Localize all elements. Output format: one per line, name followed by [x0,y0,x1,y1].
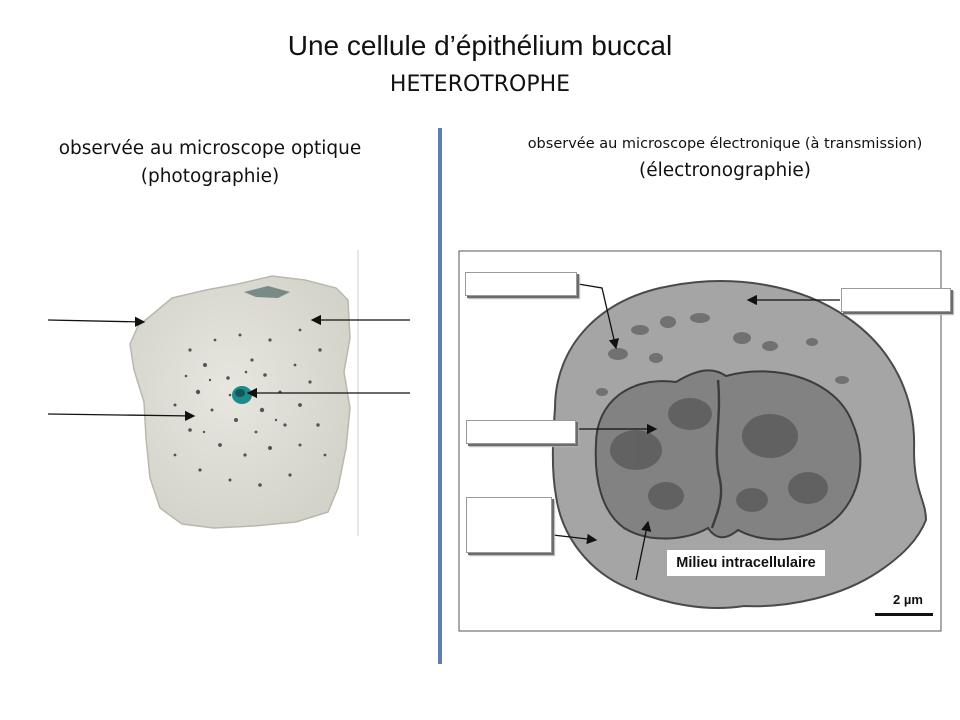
light-microscope-photo [47,248,410,538]
mitochondria [596,313,849,396]
left-caption-line1: observée au microscope optique [58,138,362,159]
label-box-nuclear-envelope[interactable] [466,497,552,553]
scale-bar [875,613,933,616]
scale-label: 2 µm [893,592,923,607]
arrow-nuclear-envelope [552,533,598,545]
label-box-cell-membrane[interactable] [841,288,951,312]
arrow-mitochondrion [577,283,619,350]
cytoplasm-granules [173,328,327,487]
label-box-mitochondrion[interactable] [465,272,577,296]
right-caption-line1: observée au microscope électronique (à t… [527,136,923,152]
page-subtitle: HETEROTROPHE [389,72,571,97]
arrow-cell-membrane-left [47,316,146,328]
panel-divider [438,128,442,664]
arrow-cytoplasm-left [47,410,196,422]
page-title: Une cellule d’épithélium buccal [287,30,673,61]
chromatin [610,398,828,512]
label-box-nucleus[interactable] [466,420,576,444]
label-intracellular: Milieu intracellulaire [667,550,825,576]
right-caption-line2: (électronographie) [638,160,811,181]
arrow-intracellular [635,520,652,581]
left-caption-line2: (photographie) [140,166,280,187]
